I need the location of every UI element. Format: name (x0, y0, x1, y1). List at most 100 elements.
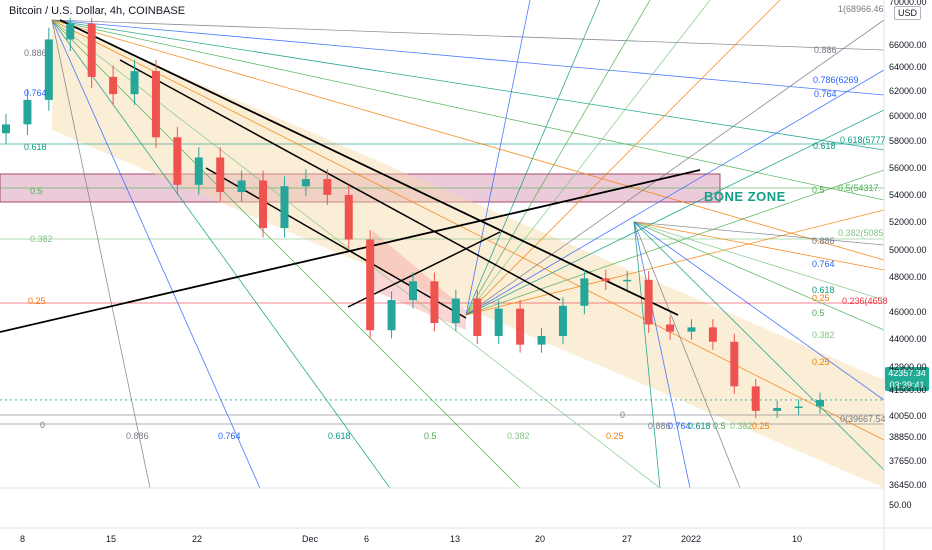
fib-level-label: 1(68966.46 (838, 4, 884, 14)
candle-body (2, 124, 10, 134)
candle-body (516, 308, 525, 345)
trend-line (59, 19, 679, 316)
fib-fan-line (633, 221, 885, 471)
candle-body (623, 279, 632, 282)
fib-level-label: 0.618 (328, 431, 351, 441)
fib-level-label: 0.618 (812, 285, 835, 295)
y-tick-label: 40050.00 (889, 411, 927, 421)
y-tick-label: 46000.00 (889, 307, 927, 317)
fib-level-label: 0.5 (812, 185, 825, 195)
trend-line (119, 59, 561, 301)
fib-fan-line (51, 19, 885, 96)
y-tick-label: 50000.00 (889, 245, 927, 255)
currency-badge[interactable]: USD (894, 6, 922, 20)
x-tick-label: 2022 (681, 534, 702, 544)
fib-level-label: 0.236(4658 (842, 296, 888, 306)
fib-level-label: 0.5(54317. (838, 183, 882, 193)
fib-level-label: 0.618(5777 (840, 135, 886, 145)
y-tick-label: 70000.00 (889, 0, 927, 7)
candle-body (130, 71, 139, 95)
fib-level-label: 0.5 (713, 421, 726, 431)
y-tick-label: 38850.00 (889, 432, 927, 442)
x-tick-label: 20 (535, 534, 546, 544)
fib-level-label: 0.764 (24, 88, 47, 98)
fib-level-label: 0.618 (813, 141, 836, 151)
candle-body (708, 327, 717, 342)
candle-body (151, 71, 160, 138)
candle-body (580, 278, 589, 306)
fib-fan-line (633, 221, 885, 271)
y-tick-label: 64000.00 (889, 62, 927, 72)
fib-fan-line (51, 19, 261, 489)
fib-fan-line (51, 19, 151, 489)
y-tick-label: 42900.00 (889, 362, 927, 372)
candle-body (87, 23, 96, 77)
y-tick-label: 48000.00 (889, 272, 927, 282)
fib-fan-line (633, 221, 661, 489)
fib-level-label: 0.886 (814, 45, 837, 55)
fib-fan-line (633, 221, 885, 246)
fib-level-label: 0.25 (28, 296, 46, 306)
candle-body (751, 386, 760, 411)
y-tick-label: 54000.00 (889, 190, 927, 200)
fib-level-label: 0 (620, 410, 626, 420)
fib-fan-line (465, 0, 601, 316)
fib-fan-line (51, 19, 521, 489)
candle-body (344, 194, 353, 240)
fib-level-label: 0 (40, 420, 46, 430)
fib-fan-line (465, 69, 885, 316)
y-tick-label: 44000.00 (889, 334, 927, 344)
fib-fan-line (633, 221, 885, 331)
trend-line (205, 167, 467, 319)
fib-fan-line (633, 221, 691, 489)
fib-level-label: 0.5 (812, 308, 825, 318)
fib-level-label: 0.382 (507, 431, 530, 441)
fib-fan-line (633, 221, 885, 301)
candle-body (451, 298, 460, 324)
last-price: 42357.34 (888, 368, 926, 378)
x-tick-label: 8 (20, 534, 26, 544)
x-tick-label: 15 (106, 534, 117, 544)
fib-fan-line (51, 19, 391, 489)
y-tick-label: 50.00 (889, 500, 912, 510)
last-price-tag: 42357.34 03:39:41 (885, 367, 929, 391)
y-tick-label: 62000.00 (889, 86, 927, 96)
candle-body (773, 407, 782, 411)
fib-fan-line (465, 169, 885, 316)
candle-body (537, 335, 546, 345)
x-tick-label: 10 (792, 534, 803, 544)
fib-level-label: 0.25 (812, 293, 830, 303)
y-tick-label: 37650.00 (889, 456, 927, 466)
fib-level-label: 0.764 (814, 89, 837, 99)
candle-body (237, 180, 246, 193)
fib-level-label: 0.764 (668, 421, 691, 431)
fib-level-label: 0.886 (24, 48, 47, 58)
fib-fan-line (465, 0, 651, 316)
candle-body (280, 186, 289, 229)
candle-body (494, 308, 503, 336)
candle-body (387, 300, 396, 331)
x-tick-label: 13 (450, 534, 461, 544)
fib-level-label: 0.5 (30, 186, 43, 196)
fib-level-label: 0.382 (30, 234, 53, 244)
chart-title: Bitcoin / U.S. Dollar, 4h, COINBASE (6, 4, 189, 18)
fib-level-label: 0.786(6269 (813, 75, 859, 85)
y-tick-label: 41500.00 (889, 385, 927, 395)
candle-body (558, 305, 567, 336)
candle-body (366, 239, 375, 331)
candle-body (409, 281, 417, 301)
fib-level-label: 0.886 (126, 431, 149, 441)
candle-body (301, 179, 310, 187)
candle-body (666, 324, 675, 332)
fib-level-label: 0.886 (812, 236, 835, 246)
fib-fan-line (51, 19, 885, 441)
fib-level-label: 0.886 (648, 421, 671, 431)
fib-fan-line (465, 109, 885, 316)
y-tick-label: 52000.00 (889, 217, 927, 227)
candle-body (323, 179, 332, 195)
y-tick-label: 66000.00 (889, 40, 927, 50)
fib-level-label: 0.25 (606, 431, 624, 441)
x-tick-label: 22 (192, 534, 203, 544)
y-tick-label: 36450.00 (889, 480, 927, 490)
